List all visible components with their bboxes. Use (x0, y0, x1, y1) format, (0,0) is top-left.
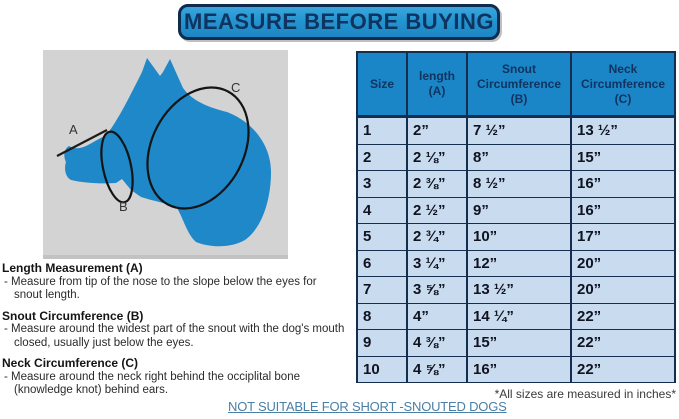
table-cell: 7 ½” (468, 118, 572, 145)
table-cell: 16” (572, 197, 674, 224)
column-header-neck: Neck Circumference (C) (572, 53, 674, 118)
table-cell: 2 ¾” (408, 224, 468, 251)
label-b: B (119, 199, 128, 214)
instruction-heading: Neck Circumference (C) (2, 356, 139, 370)
table-cell: 3 ¼” (408, 250, 468, 277)
column-header-snout: Snout Circumference (B) (468, 53, 572, 118)
measure-ellipse-b (100, 130, 134, 204)
short-snout-warning: NOT SUITABLE FOR SHORT -SNOUTED DOGS (228, 399, 507, 414)
table-cell: 4 ⅜” (408, 330, 468, 357)
column-header-size: Size (358, 53, 408, 118)
dog-silhouette-shape (64, 58, 271, 247)
table-cell: 22” (572, 330, 674, 357)
table-cell: 22” (572, 303, 674, 330)
table-cell: 16” (468, 356, 572, 383)
table-cell: 1 (358, 118, 408, 145)
table-cell: 6 (358, 250, 408, 277)
instruction-line: closed, usually just below the eyes. (14, 336, 194, 349)
label-a: A (69, 122, 78, 137)
table-cell: 12” (468, 250, 572, 277)
instruction-line: - Measure around the neck right behind t… (4, 370, 300, 383)
table-cell: 13 ½” (572, 118, 674, 145)
sizes-footnote: *All sizes are measured in inches* (494, 387, 676, 401)
table-cell: 4” (408, 303, 468, 330)
table-cell: 22” (572, 356, 674, 383)
instruction-line: - Measure around the widest part of the … (4, 323, 345, 335)
instruction-line: snout length. (14, 289, 80, 301)
table-cell: 5 (358, 224, 408, 251)
table-cell: 7 (358, 277, 408, 304)
table-cell: 8” (468, 144, 572, 171)
table-cell: 2 ½” (408, 197, 468, 224)
size-table: Size length (A) Snout Circumference (B) … (356, 51, 676, 383)
instruction-neck: Neck Circumference (C) - Measure around … (2, 356, 352, 398)
dog-head-illustration: A B C (56, 58, 271, 247)
measure-ellipse-c (146, 86, 250, 210)
title-banner: MEASURE BEFORE BUYING (178, 4, 500, 40)
table-cell: 16” (572, 171, 674, 198)
table-cell: 3 ⅝” (408, 277, 468, 304)
table-cell: 20” (572, 277, 674, 304)
column-header-length: length (A) (408, 53, 468, 118)
table-cell: 2” (408, 118, 468, 145)
table-cell: 8 (358, 303, 408, 330)
table-cell: 9” (468, 197, 572, 224)
table-cell: 17” (572, 224, 674, 251)
instruction-length: Length Measurement (A) - Measure from ti… (2, 261, 352, 303)
table-cell: 14 ¼” (468, 303, 572, 330)
measurement-instructions: Length Measurement (A) - Measure from ti… (2, 261, 352, 405)
table-cell: 4 (358, 197, 408, 224)
table-cell: 2 ⅛” (408, 144, 468, 171)
instruction-heading: Length Measurement (A) (2, 261, 143, 275)
instruction-heading: Snout Circumference (B) (2, 308, 144, 323)
table-cell: 15” (468, 330, 572, 357)
table-cell: 9 (358, 330, 408, 357)
table-cell: 10 (358, 356, 408, 383)
instruction-line: - Measure from tip of the nose to the sl… (4, 275, 317, 288)
table-cell: 4 ⅝” (408, 356, 468, 383)
table-cell: 3 (358, 171, 408, 198)
table-cell: 10” (468, 224, 572, 251)
dog-measurement-diagram: A B C (43, 50, 288, 259)
table-cell: 15” (572, 144, 674, 171)
measure-line-a (56, 129, 108, 157)
table-cell: 2 (358, 144, 408, 171)
instruction-snout: Snout Circumference (B) - Measure around… (2, 308, 352, 351)
instruction-line: (knowledge knot) behind ears. (14, 384, 169, 396)
table-cell: 20” (572, 250, 674, 277)
label-c: C (231, 80, 240, 95)
table-cell: 13 ½” (468, 277, 572, 304)
table-cell: 8 ½” (468, 171, 572, 198)
title-text: MEASURE BEFORE BUYING (184, 9, 494, 34)
table-cell: 2 ⅜” (408, 171, 468, 198)
